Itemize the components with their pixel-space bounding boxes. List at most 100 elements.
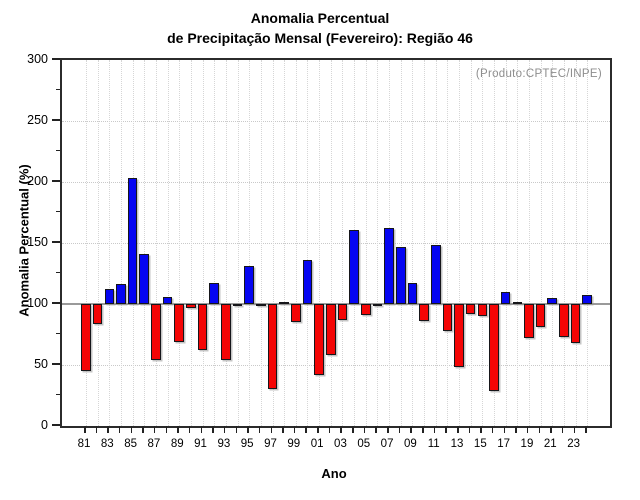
bar-97	[267, 304, 278, 390]
x-axis-tick	[282, 426, 284, 433]
x-axis-tick	[95, 426, 98, 433]
v-gridline	[202, 60, 204, 426]
x-axis-tick	[153, 426, 156, 433]
bar-88	[162, 296, 173, 304]
y-axis-tick	[52, 424, 60, 426]
bar-09	[407, 283, 418, 304]
x-axis-tick	[200, 426, 203, 433]
x-axis-tick	[130, 426, 133, 433]
x-tick-label-17: 17	[497, 438, 511, 450]
v-gridline	[459, 60, 461, 426]
x-axis-tick	[561, 426, 564, 433]
chart-title-line-1: Anomalia Percentual	[250, 10, 390, 26]
v-gridline	[237, 60, 239, 426]
x-tick-label-87: 87	[147, 438, 161, 450]
v-gridline	[412, 60, 414, 426]
v-gridline	[144, 60, 146, 426]
h-gridline	[62, 365, 610, 366]
bar-07	[384, 228, 394, 304]
bar-12	[442, 304, 453, 331]
x-axis-tick	[165, 426, 168, 433]
v-gridline	[377, 60, 379, 426]
x-tick-label-81: 81	[77, 438, 91, 450]
v-gridline	[260, 60, 262, 426]
x-tick-label-03: 03	[334, 438, 347, 450]
bar-08	[395, 246, 406, 304]
v-gridline	[435, 60, 437, 426]
bar-17	[500, 291, 511, 304]
v-gridline	[447, 60, 449, 426]
v-gridline	[167, 60, 169, 426]
x-tick-label-01: 01	[310, 438, 324, 450]
bar-87	[151, 304, 161, 361]
plot-area: (Produto:CPTEC/INPE)	[60, 58, 612, 428]
bar-21	[547, 297, 558, 304]
baseline-100-line	[62, 303, 610, 305]
bar-01	[314, 304, 324, 375]
bar-83	[104, 289, 115, 304]
y-axis-tick	[56, 393, 60, 395]
v-gridline	[424, 60, 426, 426]
x-tick-label-05: 05	[357, 438, 371, 450]
h-gridline	[62, 182, 610, 183]
chart-title-line-2: de Precipitação Mensal (Fevereiro): Regi…	[167, 30, 473, 46]
x-axis-tick	[84, 426, 86, 433]
x-axis-tick	[387, 426, 389, 433]
bar-22	[559, 304, 569, 337]
x-axis-tick	[538, 426, 541, 433]
bar-03	[337, 304, 348, 320]
x-tick-label-91: 91	[194, 438, 207, 450]
bar-24	[582, 295, 593, 304]
v-gridline	[528, 60, 530, 426]
v-gridline	[225, 60, 227, 426]
y-axis-tick	[56, 149, 60, 151]
x-axis-tick	[363, 426, 366, 433]
y-axis-tick	[56, 332, 60, 334]
bar-90	[186, 304, 196, 308]
x-axis-tick	[398, 426, 401, 433]
x-axis-tick	[235, 426, 238, 433]
bar-92	[209, 283, 220, 304]
x-axis-tick	[375, 426, 377, 433]
v-gridline	[563, 60, 565, 426]
y-tick-label-300: 300	[27, 52, 48, 66]
v-gridline	[214, 60, 216, 426]
bar-86	[139, 253, 150, 304]
v-gridline	[179, 60, 181, 426]
v-gridline	[97, 60, 99, 426]
x-tick-label-85: 85	[124, 438, 138, 450]
v-gridline	[295, 60, 297, 426]
y-tick-label-150: 150	[27, 235, 48, 249]
x-tick-label-13: 13	[450, 438, 464, 450]
x-axis-tick	[457, 426, 459, 433]
x-axis-tick	[526, 426, 529, 433]
bar-82	[92, 304, 103, 324]
bar-15	[477, 304, 488, 317]
x-axis-tick	[293, 426, 296, 433]
bar-10	[419, 304, 429, 322]
x-axis-tick	[468, 426, 471, 433]
x-axis-tick	[585, 426, 587, 433]
h-gridline	[62, 243, 610, 244]
v-gridline	[365, 60, 367, 426]
x-tick-label-97: 97	[264, 438, 277, 450]
x-tick-label-83: 83	[100, 438, 114, 450]
y-tick-label-200: 200	[27, 174, 48, 188]
x-axis-tick	[340, 426, 342, 433]
y-axis-tick	[52, 302, 60, 304]
v-gridline	[342, 60, 344, 426]
x-tick-label-99: 99	[287, 438, 301, 450]
x-tick-label-93: 93	[217, 438, 231, 450]
x-axis-tick	[258, 426, 261, 433]
v-gridline	[517, 60, 519, 426]
x-axis-tick	[515, 426, 517, 433]
bar-13	[454, 304, 464, 368]
v-gridline	[190, 60, 192, 426]
y-axis-tick	[56, 88, 60, 90]
v-gridline	[540, 60, 542, 426]
x-tick-label-09: 09	[403, 438, 417, 450]
y-axis-tick	[52, 119, 60, 121]
bar-99	[291, 304, 301, 323]
x-axis-tick	[212, 426, 214, 433]
